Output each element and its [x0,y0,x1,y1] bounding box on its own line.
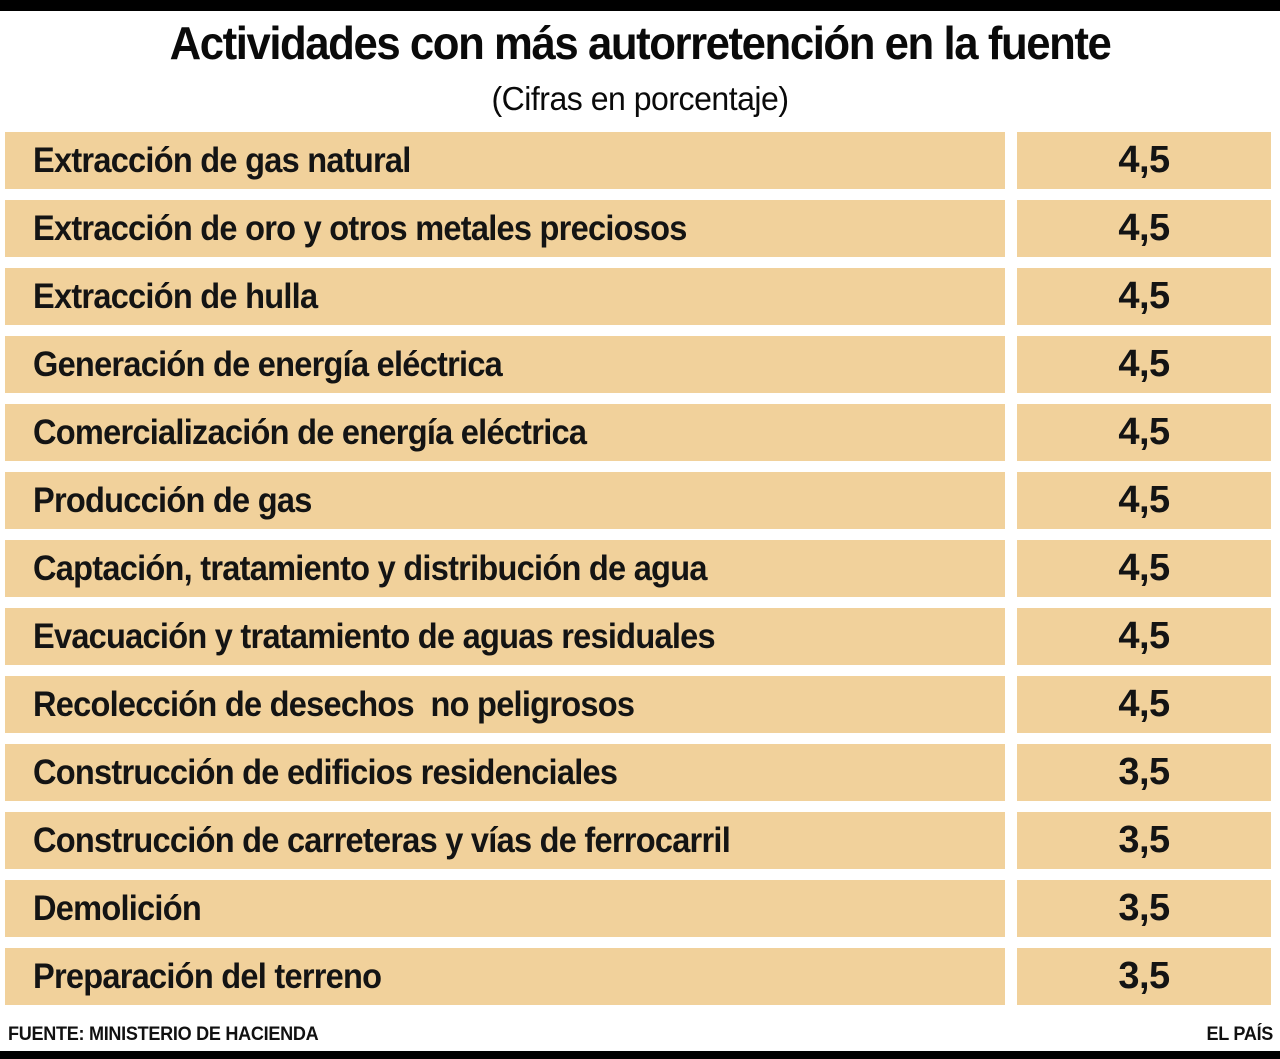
activity-label: Comercialización de energía eléctrica [33,412,587,452]
bottom-rule [0,1051,1280,1059]
activity-label-cell: Producción de gas [5,472,1005,530]
activity-value: 4,5 [1017,676,1271,734]
activity-label-cell: Construcción de carreteras y vías de fer… [5,812,1005,870]
table-row: Generación de energía eléctrica 4,5 [5,336,1271,394]
activity-label: Preparación del terreno [33,956,382,996]
activity-value: 4,5 [1017,608,1271,666]
activity-label-cell: Demolición [5,880,1005,938]
activity-label: Extracción de oro y otros metales precio… [33,208,687,248]
table-row: Construcción de edificios residenciales … [5,744,1271,802]
table-row: Extracción de hulla 4,5 [5,268,1271,326]
activity-value: 3,5 [1017,948,1271,1006]
table-row: Comercialización de energía eléctrica 4,… [5,404,1271,462]
activity-label: Evacuación y tratamiento de aguas residu… [33,616,716,656]
table-row: Recolección de desechos no peligrosos 4,… [5,676,1271,734]
activity-label: Demolición [33,888,202,928]
activity-value: 4,5 [1017,268,1271,326]
chart-title: Actividades con más autorretención en la… [169,17,1112,69]
table-row: Preparación del terreno 3,5 [5,948,1271,1006]
table-row: Evacuación y tratamiento de aguas residu… [5,608,1271,666]
activity-value: 3,5 [1017,812,1271,870]
table-row: Captación, tratamiento y distribución de… [5,540,1271,598]
activity-label: Captación, tratamiento y distribución de… [33,548,707,588]
table-row: Construcción de carreteras y vías de fer… [5,812,1271,870]
activity-label-cell: Extracción de oro y otros metales precio… [5,200,1005,258]
activity-label-cell: Captación, tratamiento y distribución de… [5,540,1005,598]
table-row: Demolición 3,5 [5,880,1271,938]
activity-label-cell: Preparación del terreno [5,948,1005,1006]
source-credit: FUENTE: MINISTERIO DE HACIENDA [8,1024,319,1045]
table-row: Producción de gas 4,5 [5,472,1271,530]
activity-label: Extracción de hulla [33,276,318,316]
activity-label: Construcción de edificios residenciales [33,752,618,792]
top-rule [0,0,1280,11]
activity-value: 4,5 [1017,472,1271,530]
activity-label-cell: Recolección de desechos no peligrosos [5,676,1005,734]
chart-subtitle: (Cifras en porcentaje) [491,80,789,118]
activity-label: Producción de gas [33,480,312,520]
activity-value: 4,5 [1017,540,1271,598]
activity-label: Recolección de desechos no peligrosos [33,684,635,724]
activity-value: 4,5 [1017,336,1271,394]
activity-value: 3,5 [1017,880,1271,938]
activities-table: Extracción de gas natural 4,5 Extracción… [5,132,1271,1006]
activity-value: 4,5 [1017,200,1271,258]
activity-label: Extracción de gas natural [33,140,411,180]
activity-label: Construcción de carreteras y vías de fer… [33,820,731,860]
activity-label-cell: Extracción de gas natural [5,132,1005,190]
activity-label-cell: Generación de energía eléctrica [5,336,1005,394]
activity-label-cell: Comercialización de energía eléctrica [5,404,1005,462]
table-row: Extracción de gas natural 4,5 [5,132,1271,190]
activity-value: 4,5 [1017,132,1271,190]
activity-label-cell: Construcción de edificios residenciales [5,744,1005,802]
activity-label: Generación de energía eléctrica [33,344,503,384]
activity-label-cell: Extracción de hulla [5,268,1005,326]
publisher-credit: EL PAÍS [1206,1024,1273,1045]
activity-label-cell: Evacuación y tratamiento de aguas residu… [5,608,1005,666]
table-row: Extracción de oro y otros metales precio… [5,200,1271,258]
activity-value: 3,5 [1017,744,1271,802]
activity-value: 4,5 [1017,404,1271,462]
footer: FUENTE: MINISTERIO DE HACIENDA EL PAÍS [8,1024,1273,1046]
